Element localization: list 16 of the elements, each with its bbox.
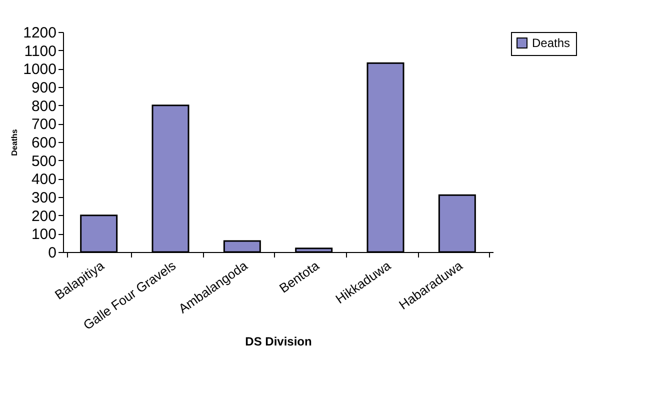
y-tick-label: 900 bbox=[31, 80, 56, 96]
y-tick-label: 700 bbox=[31, 116, 56, 134]
y-tick-label: 500 bbox=[31, 152, 56, 170]
y-tick-label: 0 bbox=[48, 244, 56, 262]
y-tick-label: 1200 bbox=[23, 24, 56, 42]
y-tick-label: 800 bbox=[31, 98, 56, 115]
legend-label: Deaths bbox=[532, 36, 570, 50]
y-tick-label: 600 bbox=[31, 134, 56, 152]
y-tick-label: 1000 bbox=[23, 61, 56, 78]
y-tick-label: 1100 bbox=[24, 42, 56, 60]
x-axis-title: DS Division bbox=[245, 334, 312, 349]
y-tick-label: 200 bbox=[31, 208, 56, 225]
y-tick-label: 100 bbox=[31, 226, 56, 244]
y-axis-title: Deaths bbox=[10, 128, 20, 156]
y-tick-label: 300 bbox=[31, 190, 56, 206]
y-tick-label: 400 bbox=[31, 171, 56, 188]
